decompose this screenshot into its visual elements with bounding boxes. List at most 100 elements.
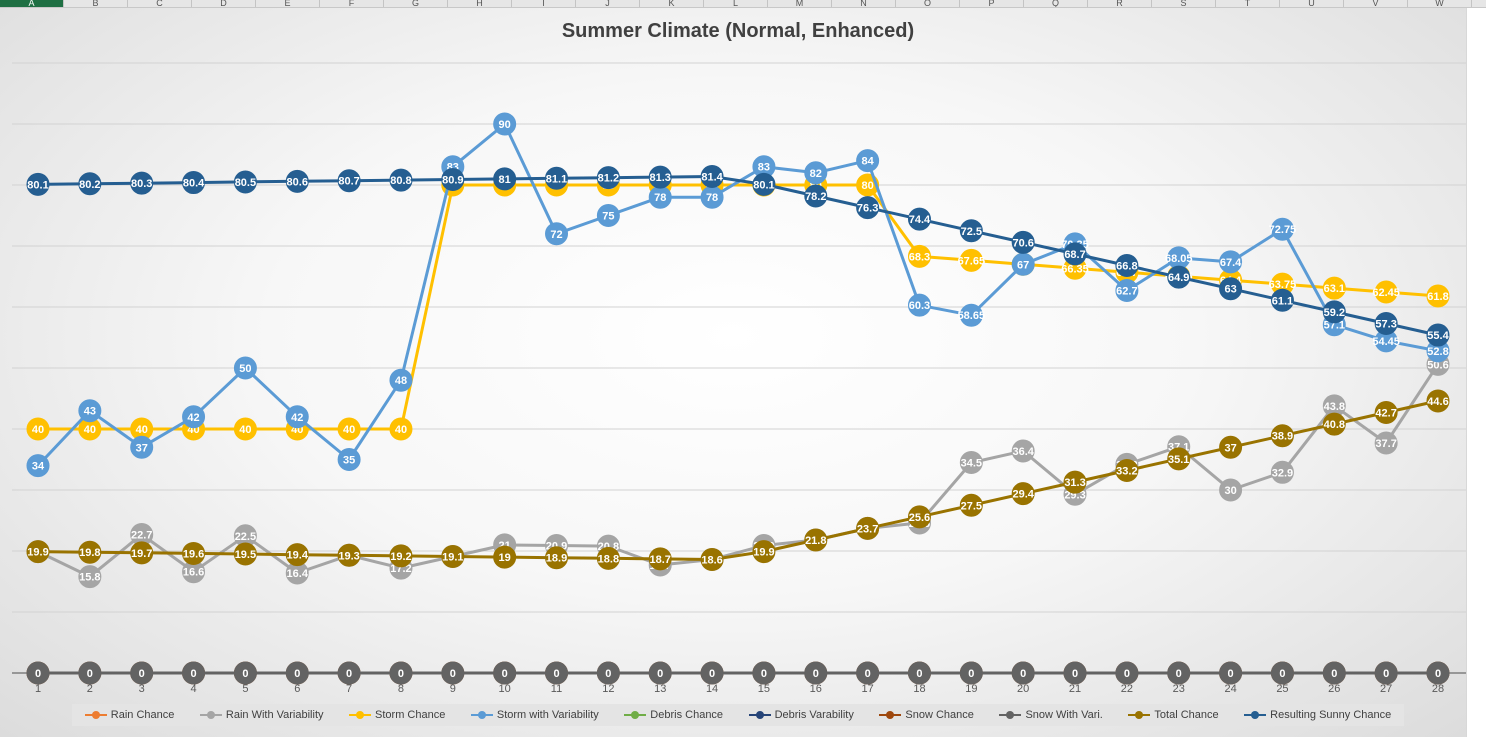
data-point [285,405,309,429]
data-point [856,661,880,685]
column-header-w[interactable]: W [1408,0,1472,7]
column-header-i[interactable]: I [512,0,576,7]
legend-item-total-chance[interactable]: Total Chance [1128,709,1219,721]
column-header-q[interactable]: Q [1024,0,1088,7]
data-point [959,493,983,517]
data-label: 16.6 [183,567,204,579]
data-label: 76.3 [857,203,878,215]
data-label: 44.6 [1427,396,1448,408]
column-header-u[interactable]: U [1280,0,1344,7]
data-point [648,661,672,685]
legend-item-debris-varability[interactable]: Debris Varability [748,709,854,721]
column-header-h[interactable]: H [448,0,512,7]
data-label: 57.1 [1324,320,1345,332]
data-point [1219,478,1243,502]
data-label: 31.3 [1064,477,1085,489]
data-point [233,661,257,685]
column-header-t[interactable]: T [1216,0,1280,7]
data-label: 43 [84,406,96,418]
data-point [856,196,880,220]
data-label: 0 [553,668,559,680]
x-tick-label: 20 [1017,683,1029,695]
legend-item-debris-chance[interactable]: Debris Chance [624,709,723,721]
data-point [959,661,983,685]
data-point [233,170,257,194]
column-header-e[interactable]: E [256,0,320,7]
legend-marker-icon [748,710,771,720]
data-label: 81 [499,174,511,186]
legend-marker-icon [999,710,1022,720]
data-label: 21.8 [805,535,826,547]
column-header-s[interactable]: S [1152,0,1216,7]
data-point [700,548,724,572]
column-header-r[interactable]: R [1088,0,1152,7]
data-label: 16.4 [287,568,309,580]
column-header-j[interactable]: J [576,0,640,7]
column-header-p[interactable]: P [960,0,1024,7]
data-point [907,661,931,685]
legend-marker-icon [1128,710,1151,720]
data-point [1219,435,1243,459]
column-header-v[interactable]: V [1344,0,1408,7]
data-label: 18.8 [598,553,619,565]
data-point [1219,277,1243,301]
data-label: 57.3 [1375,318,1396,330]
column-header-a[interactable]: A [0,0,64,7]
data-label: 37 [136,442,148,454]
data-point [26,540,50,564]
x-tick-label: 18 [913,683,925,695]
legend-item-rain-with-variability[interactable]: Rain With Variability [199,709,324,721]
column-header-n[interactable]: N [832,0,896,7]
data-label: 61.8 [1427,291,1448,303]
data-label: 19.1 [442,551,463,563]
legend-marker-icon [624,710,647,720]
data-label: 32.9 [1272,467,1293,479]
data-point [648,547,672,571]
legend-item-storm-with-variability[interactable]: Storm with Variability [470,709,599,721]
data-point [545,222,569,246]
data-label: 80.9 [442,175,463,187]
column-header-b[interactable]: B [64,0,128,7]
column-header-k[interactable]: K [640,0,704,7]
data-label: 18.6 [701,555,722,567]
data-point [1374,311,1398,335]
legend-item-rain-chance[interactable]: Rain Chance [84,709,174,721]
data-label: 18.7 [650,554,671,566]
column-header-d[interactable]: D [192,0,256,7]
sheet-right-edge [1466,8,1486,737]
data-point [441,661,465,685]
data-point [959,248,983,272]
legend-item-snow-with-vari[interactable]: Snow With Vari. [999,709,1103,721]
chart-legend[interactable]: Rain Chance Rain With Variability Storm Ch… [72,704,1404,726]
data-point [78,399,102,423]
data-point [78,540,102,564]
data-point [959,451,983,475]
data-point [1115,254,1139,278]
data-label: 19.9 [753,547,774,559]
chart-title: Summer Climate (Normal, Enhanced) [561,20,915,42]
data-label: 0 [450,668,456,680]
x-tick-label: 28 [1432,683,1444,695]
data-point [78,565,102,589]
data-label: 29.3 [1064,489,1085,501]
column-header-m[interactable]: M [768,0,832,7]
data-point [1426,284,1450,308]
column-header-c[interactable]: C [128,0,192,7]
column-header-o[interactable]: O [896,0,960,7]
data-label: 0 [190,668,196,680]
data-point [389,544,413,568]
data-point [1011,482,1035,506]
column-header-l[interactable]: L [704,0,768,7]
legend-item-snow-chance[interactable]: Snow Chance [879,709,974,721]
data-point [78,661,102,685]
legend-marker-icon [199,710,222,720]
data-point [1270,460,1294,484]
data-label: 63 [1224,284,1236,296]
column-header-g[interactable]: G [384,0,448,7]
legend-item-resulting-sunny-chance[interactable]: Resulting Sunny Chance [1244,709,1391,721]
data-point [1063,661,1087,685]
data-label: 80.3 [131,178,152,190]
data-point [1115,661,1139,685]
legend-item-storm-chance[interactable]: Storm Chance [349,709,445,721]
column-header-f[interactable]: F [320,0,384,7]
